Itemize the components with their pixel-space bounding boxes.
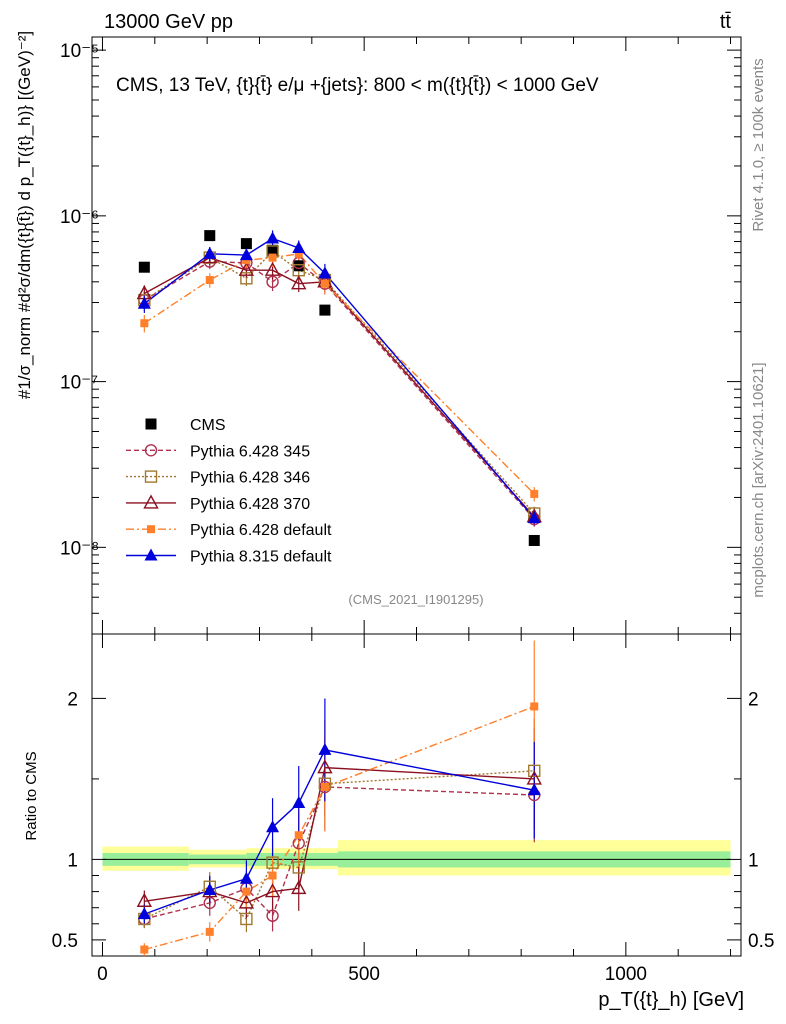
ratio-plot-frame <box>91 633 742 957</box>
data-point-triangle <box>239 871 253 884</box>
data-point-square <box>293 260 305 272</box>
reference-uncertainty-bands <box>102 840 731 876</box>
data-point-triangle <box>137 907 151 920</box>
legend-label: Pythia 6.428 default <box>190 522 332 539</box>
data-point-triangle <box>318 266 332 279</box>
legend-label: Pythia 6.428 346 <box>190 470 310 487</box>
series-line-ratio <box>144 705 535 951</box>
data-point-square-small <box>320 782 329 791</box>
y-tick-label: 10⁻⁵ <box>60 41 99 62</box>
x-tick-label: 0 <box>97 964 108 985</box>
legend-label: Pythia 8.315 default <box>190 549 332 566</box>
legend-label: Pythia 6.428 345 <box>190 443 310 460</box>
data-point-triangle <box>266 820 280 833</box>
data-point-open-triangle <box>143 494 159 509</box>
data-point-square <box>204 230 216 242</box>
data-point-square-small <box>242 256 251 265</box>
data-point-triangle <box>527 511 541 524</box>
data-point-triangle <box>203 246 217 259</box>
data-point-open-triangle <box>291 879 307 895</box>
data-point-triangle <box>292 796 306 809</box>
data-point-square-small <box>205 927 214 936</box>
data-point-triangle <box>527 783 541 796</box>
beam-label: 13000 GeV pp <box>104 11 233 33</box>
data-point-open-triangle <box>238 894 255 909</box>
data-point-square-small <box>205 276 214 285</box>
ratio-y-tick-label-right: 1 <box>748 850 759 871</box>
plot-title: CMS, 13 TeV, {t}{t̄} e/μ +{jets}: 800 < … <box>116 75 599 96</box>
data-point-square-small <box>320 279 329 288</box>
data-point-square-small <box>530 702 539 711</box>
y-tick-label: 10⁻⁶ <box>60 207 99 228</box>
data-point-square <box>145 418 157 430</box>
x-axis-label: p_T({t}_h) [GeV] <box>598 989 744 1011</box>
data-point-square-small <box>242 887 251 896</box>
ratio-y-tick-label: 0.5 <box>52 931 78 952</box>
data-point-square-small <box>294 249 303 258</box>
data-point-square-small <box>140 945 149 954</box>
data-point-open-circle <box>203 896 216 910</box>
ratio-y-tick-label: 1 <box>67 850 78 871</box>
legend-label: CMS <box>190 417 226 434</box>
mcplots-label: mcplots.cern.ch [arXiv:2401.10621] <box>750 362 767 597</box>
y-tick-label: 10⁻⁸ <box>60 538 99 559</box>
data-point-triangle <box>292 240 306 253</box>
analysis-id: (CMS_2021_I1901295) <box>348 592 483 607</box>
data-point-open-square <box>144 470 158 483</box>
data-point-square <box>240 238 252 250</box>
data-point-open-circle <box>144 444 158 457</box>
data-point-square-small <box>140 319 149 328</box>
process-label: tt̄ <box>720 11 732 33</box>
y-tick-label: 10⁻⁷ <box>60 373 98 394</box>
ratio-y-tick-label-right: 0.5 <box>748 931 774 952</box>
data-point-triangle <box>144 548 158 561</box>
data-point-open-triangle <box>238 261 255 276</box>
axis-ticks: 10⁻⁸ 10⁻⁷ 10⁻⁶ 10⁻⁵ 0 500 1000 0.5 0.5 1 1 2 2 <box>52 37 774 985</box>
legend-label: Pythia 6.428 370 <box>190 496 310 513</box>
data-point-open-triangle <box>317 759 333 774</box>
data-point-open-triangle <box>264 883 281 898</box>
data-point-triangle <box>137 296 151 309</box>
data-point-triangle <box>266 231 280 244</box>
data-point-open-circle <box>266 275 279 289</box>
data-point-square-small <box>268 871 277 880</box>
data-point-open-square <box>292 861 305 874</box>
data-point-triangle <box>318 742 332 755</box>
data-point-open-circle <box>266 909 279 922</box>
rivet-version-label: Rivet 4.1.0, ≥ 100k events <box>750 58 767 231</box>
data-point-square <box>138 261 150 273</box>
x-tick-label: 1000 <box>605 964 647 985</box>
data-point-open-square <box>240 912 253 926</box>
main-y-axis-label: #1/σ_norm #d²σ/dm({t}{t̄}) d p_T({t}_h)}… <box>15 31 34 399</box>
data-point-open-triangle <box>136 892 153 907</box>
data-point-square-small <box>268 253 277 262</box>
data-point-square <box>267 244 279 256</box>
legend: CMS Pythia 6.428 345 Pythia 6.428 346 Pythi… <box>126 417 332 566</box>
data-point-open-square <box>266 856 279 869</box>
data-point-square <box>319 304 331 316</box>
main-plot-frame <box>91 36 742 635</box>
data-point-triangle <box>203 882 217 895</box>
x-tick-label: 500 <box>348 964 380 985</box>
data-point-open-triangle <box>291 275 307 290</box>
series-markers <box>136 230 542 954</box>
data-point-open-square <box>240 272 253 285</box>
data-point-triangle <box>239 248 253 261</box>
data-point-square-small <box>530 489 539 498</box>
data-point-open-square <box>528 764 541 778</box>
data-point-square <box>528 534 540 546</box>
ratio-y-tick-label-right: 2 <box>748 689 759 710</box>
data-point-square-small <box>294 831 303 840</box>
data-point-square-small <box>147 525 155 534</box>
ratio-y-axis-label: Ratio to CMS <box>23 751 40 840</box>
data-point-open-triangle <box>264 261 281 276</box>
ratio-y-tick-label: 2 <box>67 689 78 710</box>
